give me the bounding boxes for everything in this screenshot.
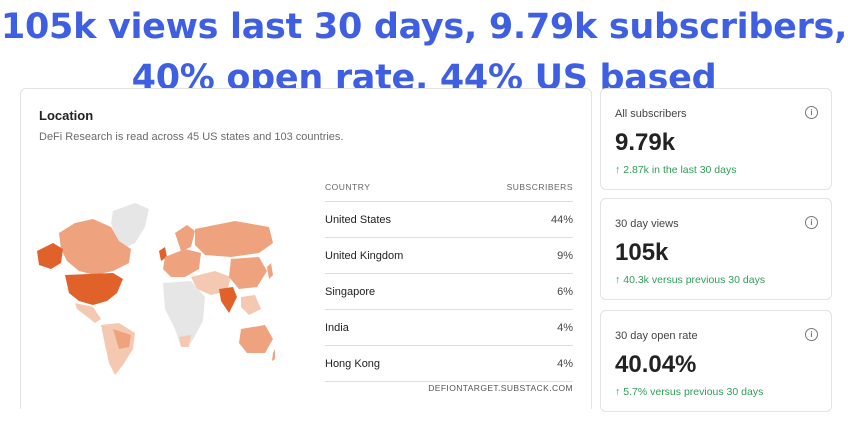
- row-percent: 44%: [550, 213, 573, 226]
- stat-label: 30 day views: [615, 218, 679, 230]
- row-country: United Kingdom: [325, 249, 404, 262]
- map-south-africa: [179, 335, 191, 347]
- arrow-up-icon: ↑: [615, 386, 621, 398]
- map-africa: [163, 281, 205, 347]
- info-icon[interactable]: i: [805, 106, 818, 119]
- col-country-header: COUNTRY: [325, 182, 371, 192]
- location-table: COUNTRY SUBSCRIBERS United States 44% Un…: [325, 173, 573, 382]
- stat-delta: ↑ 40.3k versus previous 30 days: [615, 274, 765, 286]
- map-australia: [239, 325, 273, 353]
- info-icon[interactable]: i: [805, 328, 818, 341]
- row-percent: 4%: [557, 357, 573, 370]
- row-country: Hong Kong: [325, 357, 381, 370]
- location-title: Location: [39, 108, 94, 123]
- row-country: Singapore: [325, 285, 376, 298]
- world-map[interactable]: [35, 197, 275, 377]
- source-footer: DEFIONTARGET.SUBSTACK.COM: [428, 383, 573, 393]
- row-percent: 6%: [557, 285, 573, 298]
- map-brazil: [113, 329, 131, 349]
- headline: 105k views last 30 days, 9.79k subscribe…: [0, 2, 848, 104]
- stat-value: 40.04%: [615, 351, 697, 378]
- table-header: COUNTRY SUBSCRIBERS: [325, 173, 573, 202]
- stat-value: 9.79k: [615, 129, 676, 156]
- row-percent: 9%: [557, 249, 573, 262]
- map-india: [219, 287, 237, 313]
- map-greenland: [111, 203, 149, 249]
- stat-delta-text: 40.3k versus previous 30 days: [623, 274, 766, 286]
- stat-label: All subscribers: [615, 108, 687, 120]
- map-japan: [267, 263, 273, 279]
- table-row: Singapore 6%: [325, 274, 573, 310]
- map-alaska: [37, 243, 63, 269]
- map-china: [229, 257, 267, 289]
- headline-line-1: 105k views last 30 days, 9.79k subscribe…: [0, 7, 848, 47]
- map-new-zealand: [272, 349, 275, 361]
- table-row: United States 44%: [325, 202, 573, 238]
- map-canada: [59, 219, 131, 275]
- map-russia: [195, 221, 273, 257]
- stat-card-subscribers: All subscribers i 9.79k ↑ 2.87k in the la…: [600, 88, 832, 190]
- stat-value: 105k: [615, 239, 669, 266]
- map-usa: [65, 273, 123, 305]
- location-card: Location DeFi Research is read across 45…: [20, 88, 592, 409]
- stat-delta-text: 2.87k in the last 30 days: [623, 164, 737, 176]
- stat-delta-text: 5.7% versus previous 30 days: [623, 386, 764, 398]
- map-scandinavia: [175, 225, 195, 251]
- stat-delta: ↑ 5.7% versus previous 30 days: [615, 386, 763, 398]
- map-europe: [163, 249, 201, 277]
- col-subscribers-header: SUBSCRIBERS: [506, 182, 573, 192]
- arrow-up-icon: ↑: [615, 164, 621, 176]
- map-mexico: [75, 303, 101, 323]
- table-row: Hong Kong 4%: [325, 346, 573, 382]
- arrow-up-icon: ↑: [615, 274, 621, 286]
- row-percent: 4%: [557, 321, 573, 334]
- stat-card-open-rate: 30 day open rate i 40.04% ↑ 5.7% versus p…: [600, 310, 832, 412]
- table-row: India 4%: [325, 310, 573, 346]
- stat-card-views: 30 day views i 105k ↑ 40.3k versus previo…: [600, 198, 832, 300]
- info-icon[interactable]: i: [805, 216, 818, 229]
- table-row: United Kingdom 9%: [325, 238, 573, 274]
- location-subtitle: DeFi Research is read across 45 US state…: [39, 131, 344, 143]
- map-southeast-asia: [241, 295, 261, 315]
- stat-label: 30 day open rate: [615, 330, 698, 342]
- stat-delta: ↑ 2.87k in the last 30 days: [615, 164, 737, 176]
- row-country: India: [325, 321, 349, 334]
- row-country: United States: [325, 213, 392, 226]
